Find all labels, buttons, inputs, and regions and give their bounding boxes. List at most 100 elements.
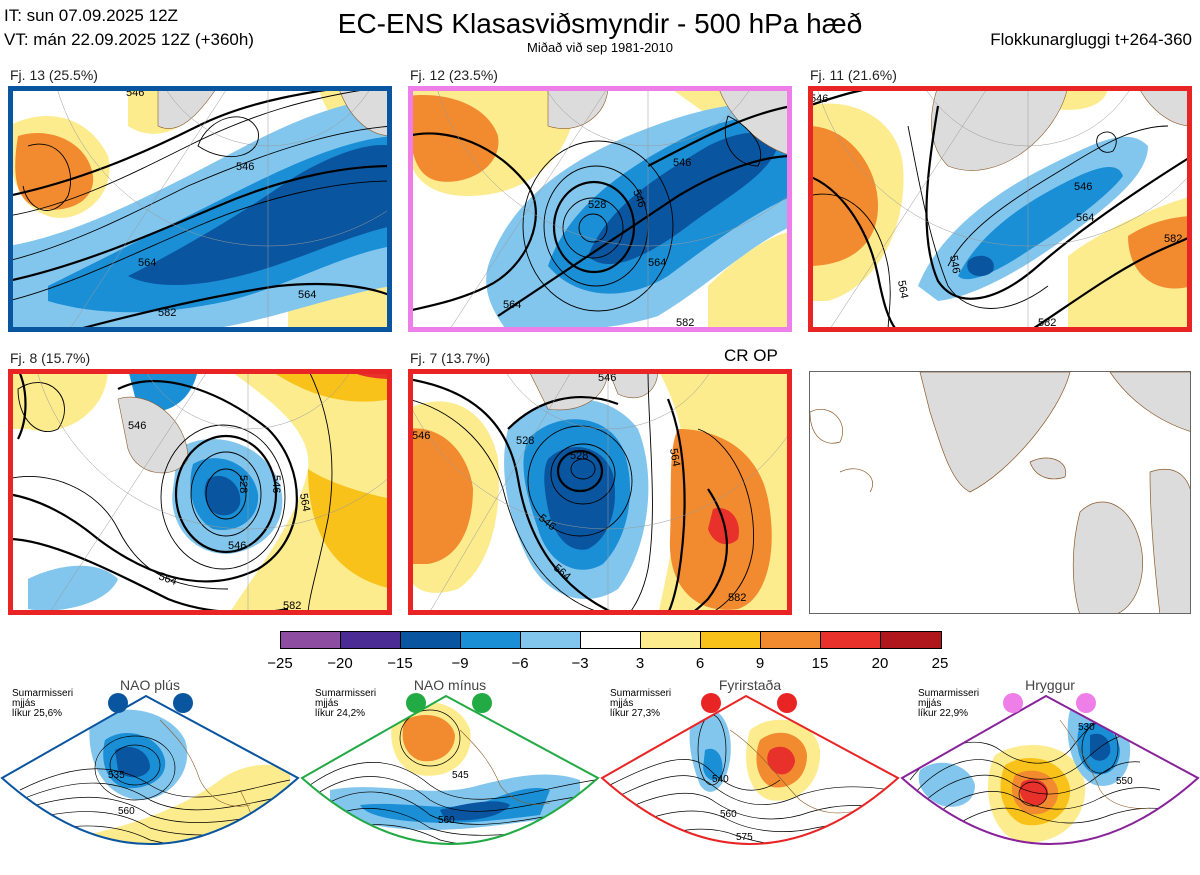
cluster-label: Fj. 7 (13.7%) xyxy=(410,350,491,366)
colorbar-segment xyxy=(340,631,401,649)
regime-title: Hryggur xyxy=(1025,677,1075,693)
contour-label: 582 xyxy=(1038,317,1056,329)
colorbar-segment xyxy=(400,631,461,649)
regime-smoothing: mjjás xyxy=(610,698,634,709)
valid-time: VT: mán 22.09.2025 12Z (+360h) xyxy=(4,30,254,49)
contour-label: 528 xyxy=(237,475,249,493)
colorbar-tick: 6 xyxy=(695,655,705,672)
cluster-frame xyxy=(8,369,392,615)
colorbar xyxy=(280,631,942,651)
contour-label: 540 xyxy=(712,774,729,785)
contour-label: 546 xyxy=(236,161,254,173)
contour-label: 528 xyxy=(516,435,534,447)
contour-label: 564 xyxy=(648,257,666,269)
regime-smoothing: mjjás xyxy=(315,698,339,709)
contour-label: 564 xyxy=(298,289,316,301)
page-title: EC-ENS Klasasviðsmyndir - 500 hPa hæð xyxy=(337,8,863,39)
colorbar-segment xyxy=(700,631,761,649)
regime-map-ridge: 530 550 575 xyxy=(900,690,1200,870)
colorbar-tick: 15 xyxy=(811,655,829,672)
cluster-map-7: 546 546 528 528 546 564 564 582 xyxy=(408,369,792,615)
contour-label: 546 xyxy=(673,157,691,169)
regime-season: Sumarmisseri xyxy=(315,688,377,699)
contour-label: 560 xyxy=(438,815,455,826)
contour-label: 546 xyxy=(630,188,648,209)
cr-op-label: CR OP xyxy=(724,346,778,365)
classification-window: Flokkunargluggi t+264-360 xyxy=(990,30,1192,49)
regime-info: Sumarmisseri mjjás líkur 27,3% xyxy=(610,689,671,719)
regime-probability: líkur 25,6% xyxy=(12,708,63,719)
contour-label: 582 xyxy=(1164,233,1182,245)
regime-smoothing: mjjás xyxy=(12,698,36,709)
contour-label: 582 xyxy=(158,307,176,319)
cluster-label: Fj. 11 (21.6%) xyxy=(810,67,897,83)
cluster-label: Fj. 12 (23.5%) xyxy=(410,67,498,83)
contour-label: 546 xyxy=(128,420,146,432)
issue-time: IT: sun 07.09.2025 12Z xyxy=(4,6,178,25)
colorbar-tick: 25 xyxy=(931,655,949,672)
contour-label: 575 xyxy=(1092,840,1109,851)
contour-label: 582 xyxy=(283,600,301,612)
regime-probability: líkur 22,9% xyxy=(918,708,969,719)
colorbar-segment xyxy=(640,631,701,649)
contour-label: 530 xyxy=(1078,722,1095,733)
contour-label: 575 xyxy=(736,832,753,843)
colorbar-tick: 20 xyxy=(871,655,889,672)
regime-season: Sumarmisseri xyxy=(918,688,980,699)
contour-label: 564 xyxy=(157,571,178,589)
regime-map-blocking: 540 560 575 xyxy=(600,690,900,870)
regime-season: Sumarmisseri xyxy=(12,688,74,699)
colorbar-tick: −20 xyxy=(327,655,353,672)
contour-label: 546 xyxy=(598,372,616,384)
colorbar-segment xyxy=(460,631,521,649)
colorbar-tick: −3 xyxy=(571,655,589,672)
regime-season: Sumarmisseri xyxy=(610,688,672,699)
cluster-frame xyxy=(808,86,1192,332)
contour-label: 545 xyxy=(452,770,469,781)
colorbar-tick: 3 xyxy=(635,655,645,672)
regime-info: Sumarmisseri mjjás líkur 25,6% xyxy=(12,689,73,719)
regime-probability: líkur 27,3% xyxy=(610,708,661,719)
colorbar-segment xyxy=(760,631,821,649)
colorbar-segment xyxy=(280,631,341,649)
colorbar-segment xyxy=(880,631,942,649)
regime-probability: líkur 24,2% xyxy=(315,708,366,719)
contour-label: 564 xyxy=(667,447,682,467)
contour-label: 546 xyxy=(270,475,282,493)
cluster-frame xyxy=(408,369,792,615)
regime-info: Sumarmisseri mjjás líkur 24,2% xyxy=(315,689,376,719)
cluster-map-8: 546 528 546 546 564 564 582 xyxy=(8,369,392,615)
contour-label: 560 xyxy=(720,809,737,820)
cluster-label: Fj. 13 (25.5%) xyxy=(10,67,98,83)
cluster-label: Fj. 8 (15.7%) xyxy=(10,350,91,366)
contour-label: 546 xyxy=(412,430,430,442)
regime-map-nao-plus: 535 560 xyxy=(0,690,300,870)
colorbar-tick: 9 xyxy=(755,655,765,672)
regime-title: NAO mínus xyxy=(413,677,487,693)
colorbar-tick: −9 xyxy=(451,655,469,672)
contour-label: 564 xyxy=(138,257,156,269)
colorbar-segment xyxy=(580,631,641,649)
contour-label: 546 xyxy=(228,540,246,552)
contour-label: 582 xyxy=(728,592,746,604)
cluster-frame xyxy=(408,86,792,332)
regime-title: NAO plús xyxy=(120,677,180,693)
cluster-map-13: 546 546 564 582 564 xyxy=(8,86,392,332)
contour-label: 528 xyxy=(570,450,588,462)
contour-label: 550 xyxy=(1116,776,1133,787)
cluster-frame xyxy=(8,86,392,332)
cluster-map-11: 546 546 546 564 564 582 582 xyxy=(808,86,1192,332)
colorbar-tick: −6 xyxy=(511,655,529,672)
colorbar-tick: −15 xyxy=(387,655,413,672)
contour-label: 535 xyxy=(108,770,125,781)
contour-label: 582 xyxy=(676,317,694,329)
contour-label: 575 xyxy=(446,848,463,859)
contour-label: 564 xyxy=(1076,212,1094,224)
regime-title: Fyrirstaða xyxy=(718,677,782,693)
contour-label: 560 xyxy=(118,806,135,817)
contour-label: 564 xyxy=(895,279,910,299)
colorbar-segment xyxy=(520,631,581,649)
regime-info: Sumarmisseri mjjás líkur 22,9% xyxy=(918,689,979,719)
contour-label: 546 xyxy=(1074,181,1092,193)
regime-smoothing: mjjás xyxy=(918,698,942,709)
